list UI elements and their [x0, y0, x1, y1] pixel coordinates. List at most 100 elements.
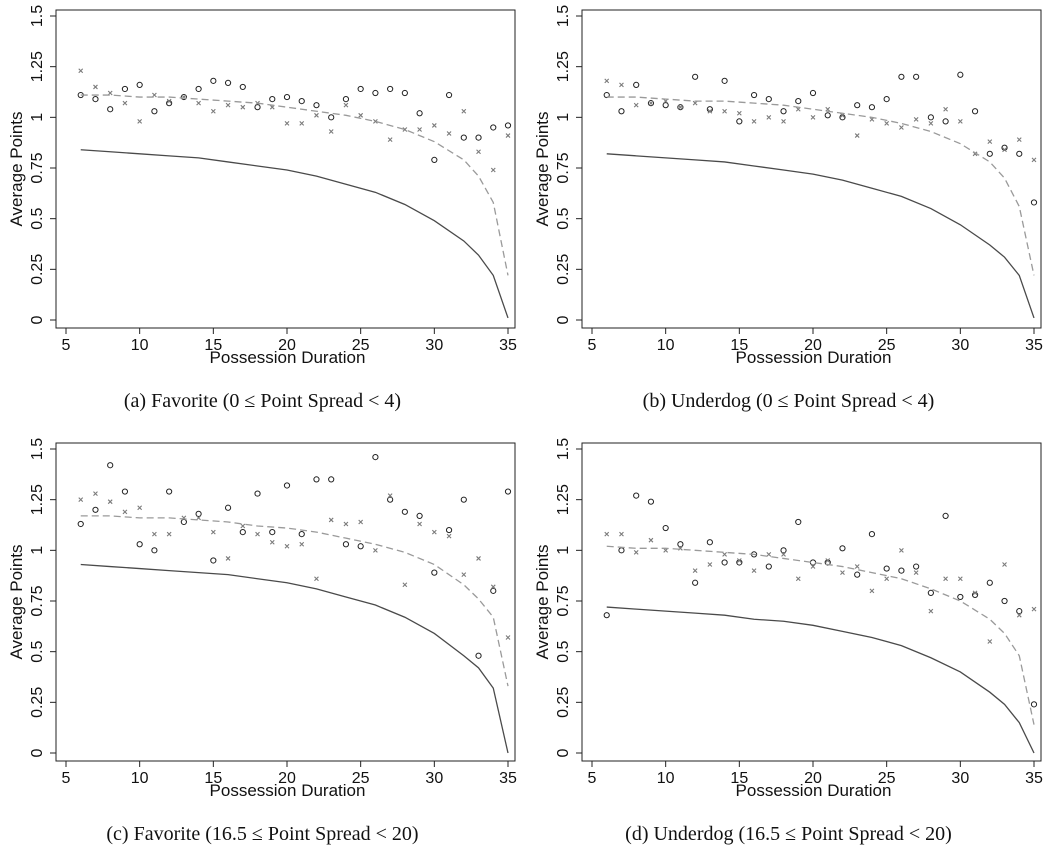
x-tick-label: 35 — [499, 337, 517, 354]
cross-point — [692, 568, 698, 573]
y-tick-label: 1.25 — [29, 484, 46, 515]
cross-point — [1016, 137, 1022, 143]
circle-point — [313, 102, 320, 109]
circle-point — [883, 95, 890, 103]
circle-point — [342, 95, 350, 103]
circle-point — [283, 93, 291, 101]
cross-point — [93, 84, 98, 90]
circle-point — [647, 498, 655, 505]
cross-point — [987, 639, 993, 644]
chart-caption-b: (b) Underdog (0 ≤ Point Spread < 4) — [642, 390, 935, 412]
x-tick-label: 25 — [352, 770, 370, 787]
circle-point — [431, 569, 438, 576]
circle-point — [136, 541, 143, 548]
dashed-fit-line — [80, 94, 509, 276]
cross-point — [751, 118, 757, 124]
cross-point — [604, 78, 610, 84]
circle-point — [210, 77, 217, 84]
cross-point — [343, 521, 349, 527]
y-tick-label: 0 — [29, 748, 46, 757]
cross-point — [461, 108, 467, 114]
circle-point — [662, 102, 669, 109]
plot-frame — [55, 9, 516, 329]
cross-point — [373, 118, 378, 124]
cross-point — [240, 104, 246, 110]
y-axis-label: Average Points — [533, 112, 552, 227]
circle-point — [313, 476, 320, 483]
y-tick-label: 1 — [29, 113, 46, 122]
x-tick-label: 25 — [878, 770, 896, 787]
circle-point — [677, 104, 684, 111]
y-tick-label: 0.25 — [29, 254, 46, 285]
cross-point — [928, 608, 934, 614]
cross-point — [78, 497, 84, 503]
y-tick-label: 0 — [555, 748, 572, 757]
cross-point — [328, 129, 334, 134]
x-tick-label: 5 — [62, 770, 71, 787]
x-axis-label: Possession Duration — [210, 348, 366, 367]
cross-point — [107, 90, 113, 96]
circle-point — [765, 563, 772, 570]
cross-point — [854, 133, 860, 138]
y-tick-label: 1.25 — [555, 51, 572, 82]
y-axis-label: Average Points — [7, 112, 26, 227]
cross-point — [284, 543, 290, 549]
circle-point — [401, 89, 408, 97]
circle-point — [868, 531, 876, 538]
cross-point — [387, 137, 393, 143]
circle-point — [795, 98, 802, 105]
plot-frame — [581, 9, 1042, 329]
cross-point — [633, 102, 639, 108]
cross-point — [1031, 606, 1037, 612]
y-tick-label: 1.25 — [29, 51, 46, 82]
cross-point — [840, 570, 845, 576]
circle-point — [372, 454, 379, 461]
circle-point — [913, 73, 920, 80]
circle-point — [633, 81, 640, 89]
x-tick-label: 35 — [499, 770, 517, 787]
cross-point — [314, 576, 319, 582]
circle-point — [504, 488, 512, 495]
circle-point — [269, 95, 276, 103]
x-tick-label: 30 — [951, 770, 969, 787]
chart-caption-a: (a) Favorite (0 ≤ Point Spread < 4) — [123, 390, 402, 412]
x-tick-label: 15 — [204, 337, 222, 354]
y-tick-label: 0.25 — [29, 687, 46, 718]
circle-point — [121, 85, 129, 93]
cross-point — [781, 551, 786, 557]
y-tick-label: 0.25 — [555, 254, 572, 285]
circle-point — [1016, 150, 1023, 157]
circle-point — [677, 541, 684, 548]
circle-point — [647, 100, 655, 107]
x-tick-label: 30 — [425, 337, 443, 354]
cross-point — [913, 570, 919, 576]
cross-point — [490, 584, 496, 590]
chart-caption-c: (c) Favorite (16.5 ≤ Point Spread < 20) — [106, 823, 419, 845]
circle-point — [618, 547, 625, 554]
circle-point — [283, 482, 291, 489]
cross-point — [1002, 562, 1007, 567]
circle-point — [898, 567, 905, 574]
y-tick-label: 1.5 — [29, 438, 46, 460]
y-tick-label: 1.5 — [29, 5, 46, 27]
cross-point — [490, 167, 496, 173]
circle-point — [854, 571, 861, 578]
cross-point — [810, 114, 816, 120]
circle-point — [780, 108, 787, 115]
y-tick-label: 1 — [555, 113, 572, 122]
y-tick-label: 1.5 — [555, 5, 572, 27]
circle-point — [445, 526, 453, 534]
circle-point — [357, 85, 364, 93]
circle-point — [92, 506, 99, 513]
cross-point — [633, 549, 639, 555]
circle-point — [298, 98, 305, 105]
cross-point — [957, 118, 963, 124]
cross-point — [122, 509, 128, 515]
cross-point — [387, 493, 393, 499]
chart-panel-c: 5 10 15 20 25 30 35 0 0.25 0.5 0.75 1 1.25 1.5 Possess… — [0, 433, 525, 865]
cross-point — [692, 100, 698, 106]
cross-point — [604, 531, 610, 537]
circle-point — [401, 508, 408, 515]
circle-point — [765, 95, 772, 103]
circle-point — [780, 547, 787, 554]
